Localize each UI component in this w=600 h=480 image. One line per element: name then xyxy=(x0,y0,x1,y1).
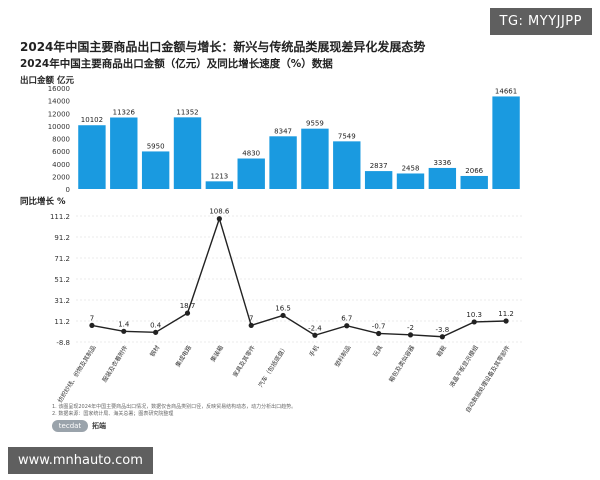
line-y-tick-label: 31.2 xyxy=(54,297,70,305)
growth-value-label: -3.8 xyxy=(436,326,450,334)
bar-y-tick-label: 2000 xyxy=(52,173,70,181)
growth-point xyxy=(89,322,95,329)
bar-y-tick-label: 16000 xyxy=(48,85,70,93)
growth-value-label: 6.7 xyxy=(341,315,352,323)
growth-value-label: 10.3 xyxy=(466,311,482,319)
brand: tecdat 拓端 xyxy=(52,420,106,432)
bar-y-tick-label: 14000 xyxy=(48,98,70,106)
footnotes: 1. 该图呈现2024年中国主要商品出口情况，数据仅含商品类别口径，反映贸易结构… xyxy=(52,404,312,418)
growth-value-label: -2.4 xyxy=(308,324,322,332)
growth-point xyxy=(121,328,127,334)
bar xyxy=(428,167,457,189)
growth-point xyxy=(503,318,509,324)
bar xyxy=(237,158,265,189)
line-y-tick-label: 71.2 xyxy=(54,255,70,263)
site-badge: www.mnhauto.com xyxy=(8,447,153,474)
growth-point xyxy=(376,330,382,337)
tg-badge: TG: MYYJJPP xyxy=(489,8,592,35)
category-label: 玩具 xyxy=(372,344,384,358)
bar-value-label: 14661 xyxy=(495,87,517,95)
bar xyxy=(333,141,361,189)
bar xyxy=(269,136,297,189)
bar-y-tick-label: 4000 xyxy=(52,161,70,169)
line-y-tick-label: 91.2 xyxy=(54,234,70,242)
category-label: 纺织纱线、织物及其制品 xyxy=(56,344,98,404)
bar xyxy=(78,125,106,189)
bar xyxy=(364,171,393,189)
category-label: 服装及衣着附件 xyxy=(100,344,129,384)
line-y-axis-label: 同比增长 % xyxy=(20,197,66,207)
category-label: 液晶平板显示模组 xyxy=(448,344,480,389)
brand-name: 拓端 xyxy=(92,422,106,430)
growth-value-label: 11.2 xyxy=(498,310,514,318)
growth-point xyxy=(312,332,318,338)
footnote-2: 2. 数据来源：国家统计局、海关总署；图表研究院整理 xyxy=(52,411,174,417)
bar xyxy=(110,117,138,189)
growth-point xyxy=(184,310,191,316)
bar-y-tick-label: 0 xyxy=(66,186,70,194)
growth-point xyxy=(471,319,477,325)
growth-point xyxy=(216,216,222,222)
category-label: 汽车（包括底盘） xyxy=(257,344,289,389)
bar-value-label: 2458 xyxy=(402,164,420,172)
footnote-1: 1. 该图呈现2024年中国主要商品出口情况，数据仅含商品类别口径，反映贸易结构… xyxy=(52,404,297,410)
line-y-tick-label: -8.8 xyxy=(56,339,70,347)
bar-value-label: 3336 xyxy=(433,159,451,167)
bar xyxy=(205,181,234,189)
growth-value-label: 7 xyxy=(90,314,94,322)
bar-y-tick-label: 10000 xyxy=(48,123,70,131)
bar-value-label: 9559 xyxy=(306,120,324,128)
bar-y-tick-label: 6000 xyxy=(52,148,70,156)
category-label: 塑料制品 xyxy=(333,344,353,369)
line-y-tick-label: 51.2 xyxy=(54,276,70,284)
growth-point xyxy=(280,312,286,319)
category-label: 箱包及类似容器 xyxy=(387,344,416,384)
bar-y-tick-label: 8000 xyxy=(52,136,70,144)
growth-value-label: 1.4 xyxy=(118,320,130,328)
category-label: 钢材 xyxy=(148,344,161,358)
growth-value-label: 108.6 xyxy=(209,208,230,216)
line-y-tick-label: 111.2 xyxy=(50,213,70,221)
bar xyxy=(492,96,520,189)
growth-value-label: 18.7 xyxy=(180,302,196,310)
chart-title: 2024年中国主要商品出口金额与增长：新兴与传统品类展现差异化发展态势 xyxy=(20,40,426,54)
category-label: 集装箱 xyxy=(209,344,225,364)
bar-value-label: 5950 xyxy=(147,142,165,150)
growth-point xyxy=(439,334,445,340)
bar-value-label: 1213 xyxy=(210,172,228,180)
growth-value-label: 0.4 xyxy=(150,321,162,329)
category-label: 家具及其零件 xyxy=(231,344,257,379)
bar-value-label: 2837 xyxy=(370,162,388,170)
bar xyxy=(460,175,488,189)
bar xyxy=(141,151,170,189)
bar-value-label: 4830 xyxy=(242,150,260,158)
growth-point xyxy=(248,322,254,329)
bar-value-label: 11326 xyxy=(113,109,136,117)
bar-y-tick-label: 12000 xyxy=(48,110,70,118)
bar xyxy=(301,128,329,189)
brand-logo: tecdat xyxy=(52,420,88,432)
growth-value-label: 7 xyxy=(249,314,253,322)
growth-point xyxy=(407,332,414,338)
bar-value-label: 7549 xyxy=(338,132,356,140)
bar-y-axis-label: 出口金额 亿元 xyxy=(20,76,74,86)
bar-value-label: 2066 xyxy=(465,167,483,175)
category-label: 手机 xyxy=(307,344,320,358)
growth-point xyxy=(344,323,350,329)
bar xyxy=(396,173,425,189)
bar xyxy=(173,117,202,189)
category-label: 集成电路 xyxy=(174,344,194,369)
bar-value-label: 8347 xyxy=(274,127,292,135)
line-y-tick-label: 11.2 xyxy=(54,318,70,326)
bar-value-label: 10102 xyxy=(81,116,103,124)
growth-value-label: -2 xyxy=(407,324,414,332)
growth-value-label: -0.7 xyxy=(372,322,386,330)
chart-subtitle: 2024年中国主要商品出口金额（亿元）及同比增长速度（%）数据 xyxy=(20,58,333,70)
growth-line xyxy=(91,216,507,338)
growth-value-label: 16.5 xyxy=(275,304,291,312)
growth-point xyxy=(153,329,159,335)
category-label: 鞋靴 xyxy=(435,344,448,358)
bar-value-label: 11352 xyxy=(176,108,198,116)
